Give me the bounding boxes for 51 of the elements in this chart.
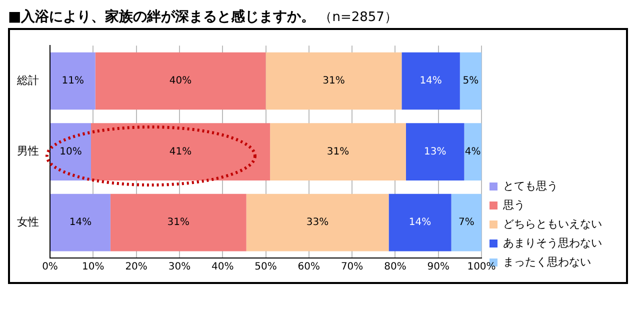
x-tick-label: 100% (467, 262, 496, 273)
x-tick-label: 20% (125, 262, 148, 273)
legend-label: あまりそう思わない (503, 236, 602, 250)
data-label: 4% (464, 146, 481, 158)
chart-subtitle: （n=2857） (319, 10, 398, 25)
y-tick-label: 男性 (17, 144, 39, 158)
bar (266, 52, 402, 110)
data-label: 13% (424, 146, 446, 158)
x-tick-label: 70% (340, 262, 364, 273)
x-tick-label: 90% (427, 262, 450, 273)
bar (460, 52, 482, 110)
x-tick-label: 10% (82, 262, 104, 273)
data-label: 41% (169, 146, 192, 158)
data-label: 31% (326, 146, 350, 158)
bar (50, 123, 91, 180)
legend-label: とても思う (503, 179, 558, 192)
bar (402, 52, 460, 110)
bar (50, 52, 96, 110)
data-label: 5% (462, 76, 479, 87)
bar (246, 194, 389, 252)
x-tick-label: 40% (211, 262, 234, 273)
data-label: 14% (69, 217, 92, 228)
chart-title: ■入浴により、家族の絆が深まると感じますか。 (8, 9, 316, 25)
x-tick-label: 0% (42, 262, 58, 273)
bar (270, 123, 406, 180)
x-tick-label: 80% (384, 262, 406, 273)
y-tick-label: 総計 (16, 74, 39, 87)
data-label: 10% (60, 146, 82, 158)
bar (451, 194, 482, 252)
bar (95, 52, 266, 110)
bar (110, 194, 246, 252)
data-label: 14% (420, 76, 442, 87)
bar (50, 194, 110, 252)
data-label: 31% (322, 76, 345, 87)
data-label: 11% (62, 76, 84, 87)
bar (406, 123, 464, 180)
legend-label: どちらともいえない (503, 217, 602, 230)
x-tick-label: 50% (254, 262, 277, 273)
y-tick-label: 女性 (17, 215, 39, 228)
data-label: 7% (458, 217, 474, 228)
data-label: 33% (306, 217, 329, 228)
x-tick-label: 60% (298, 262, 320, 273)
data-label: 31% (167, 217, 190, 228)
legend-label: まったく思わない (503, 255, 591, 268)
bar (464, 123, 482, 180)
x-tick-label: 30% (168, 262, 191, 273)
data-label: 40% (169, 76, 192, 87)
bar (388, 194, 452, 252)
data-label: 14% (408, 217, 432, 228)
bar (90, 123, 270, 180)
legend-label: 思う (502, 198, 525, 212)
